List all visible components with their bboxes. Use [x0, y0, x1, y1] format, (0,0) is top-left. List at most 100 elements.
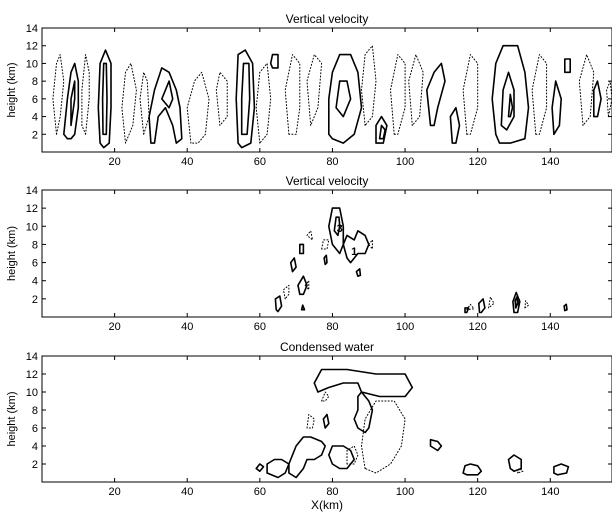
y-tick-label: 12 [26, 369, 38, 381]
contour-solid-19 [512, 291, 521, 314]
contour-dotted-36 [606, 80, 612, 118]
contour-solid-14 [300, 304, 306, 311]
contour-solid-0 [327, 207, 345, 255]
contour-solid-19 [335, 80, 352, 118]
x-tick-label: 80 [326, 156, 338, 168]
x-tick-label: 20 [108, 156, 120, 168]
contour-dotted-6 [121, 62, 137, 144]
y-tick-label: 2 [32, 129, 38, 141]
y-tick-label: 10 [26, 58, 38, 70]
y-tick-label: 2 [32, 294, 38, 306]
x-tick-label: 100 [396, 321, 414, 333]
contour-solid-13 [240, 62, 251, 136]
contour-solid-5 [266, 458, 290, 479]
contour-dotted-17 [306, 54, 323, 126]
contour-dotted-21 [524, 300, 529, 309]
contour-solid-11 [429, 438, 443, 452]
contour-dotted-11 [215, 71, 228, 126]
contour-solid-20 [514, 296, 519, 309]
contour-solid-4 [327, 445, 356, 470]
panel-title: Condensed water [280, 340, 374, 354]
contour-level-label: 0 [515, 297, 521, 309]
x-tick-label: 100 [396, 486, 414, 498]
contour-dotted-24 [408, 54, 424, 126]
contour-dotted-3 [321, 239, 330, 250]
contour-solid-1 [333, 216, 341, 237]
contour-dotted-14 [255, 62, 272, 144]
contour-solid-22 [378, 124, 386, 140]
plot-frame [41, 189, 612, 318]
x-tick-label: 120 [468, 321, 486, 333]
y-tick-label: 2 [32, 459, 38, 471]
x-tick-label: 120 [468, 156, 486, 168]
contour-dotted-2 [52, 54, 65, 135]
y-tick-label: 12 [26, 203, 38, 215]
contour-solid-33 [563, 58, 572, 74]
y-tick-label: 4 [32, 441, 38, 453]
y-tick-label: 14 [26, 23, 38, 35]
chart-panel-3: 20 40 60 80 100 120 140 2 4 6 8 10 12 14 Condensed wat… [6, 340, 612, 512]
y-axis-label: height (km) [6, 391, 18, 446]
contour-solid-21 [375, 115, 388, 144]
contour-solid-2 [322, 413, 330, 429]
y-tick-label: 10 [26, 221, 38, 233]
panel-title: Vertical velocity [286, 174, 369, 188]
contour-dotted-8 [306, 414, 315, 429]
x-tick-label: 60 [254, 321, 266, 333]
contour-solid-3 [288, 436, 327, 479]
y-tick-label: 6 [32, 94, 38, 106]
contour-dotted-34 [578, 54, 595, 126]
contour-dotted-7 [361, 400, 406, 474]
contour-level-label: 1 [351, 246, 357, 258]
y-tick-label: 4 [32, 276, 38, 288]
x-tick-label: 80 [326, 321, 338, 333]
contour-solid-12 [235, 49, 256, 149]
contour-group [255, 368, 570, 479]
contour-dotted-27 [462, 54, 479, 135]
contour-solid-26 [449, 106, 461, 144]
x-tick-label: 40 [181, 486, 193, 498]
contour-group [52, 44, 612, 149]
y-tick-label: 14 [26, 351, 38, 363]
contour-solid-9 [161, 80, 174, 109]
contour-dotted-10 [346, 445, 359, 465]
x-tick-label: 40 [181, 321, 193, 333]
contour-dotted-16 [466, 303, 475, 311]
contour-dotted-9 [321, 391, 330, 402]
contour-solid-8 [148, 67, 183, 144]
contour-solid-12 [462, 463, 483, 476]
y-tick-label: 8 [32, 239, 38, 251]
contour-solid-0 [62, 62, 80, 140]
contour-solid-25 [425, 62, 446, 127]
contour-solid-7 [289, 257, 297, 273]
x-tick-label: 100 [396, 156, 414, 168]
contour-dotted-4 [306, 230, 313, 241]
contour-dotted-18 [488, 296, 495, 309]
x-tick-label: 40 [181, 156, 193, 168]
contour-dotted-12 [304, 280, 310, 291]
panel-title: Vertical velocity [286, 12, 369, 26]
contour-solid-35 [592, 80, 602, 118]
contour-dotted-14 [517, 468, 524, 474]
x-tick-label: 20 [108, 486, 120, 498]
y-tick-label: 12 [26, 41, 38, 53]
contour-solid-22 [563, 303, 568, 312]
y-tick-label: 6 [32, 423, 38, 435]
contour-dotted-31 [531, 54, 548, 135]
contour-solid-0 [313, 368, 414, 398]
contour-solid-9 [355, 268, 362, 278]
x-tick-label: 20 [108, 321, 120, 333]
y-tick-label: 4 [32, 112, 38, 124]
y-tick-label: 14 [26, 185, 38, 197]
contour-solid-32 [551, 80, 563, 136]
x-tick-label: 140 [541, 156, 559, 168]
plot-frame [41, 27, 612, 153]
contour-solid-13 [507, 454, 523, 473]
contour-dotted-5 [368, 239, 373, 250]
contour-level-label: 3 [337, 223, 343, 235]
x-tick-label: 60 [254, 486, 266, 498]
contour-group [274, 207, 568, 314]
y-tick-label: 6 [32, 258, 38, 270]
contour-solid-13 [274, 295, 283, 313]
contour-dotted-16 [284, 54, 301, 135]
